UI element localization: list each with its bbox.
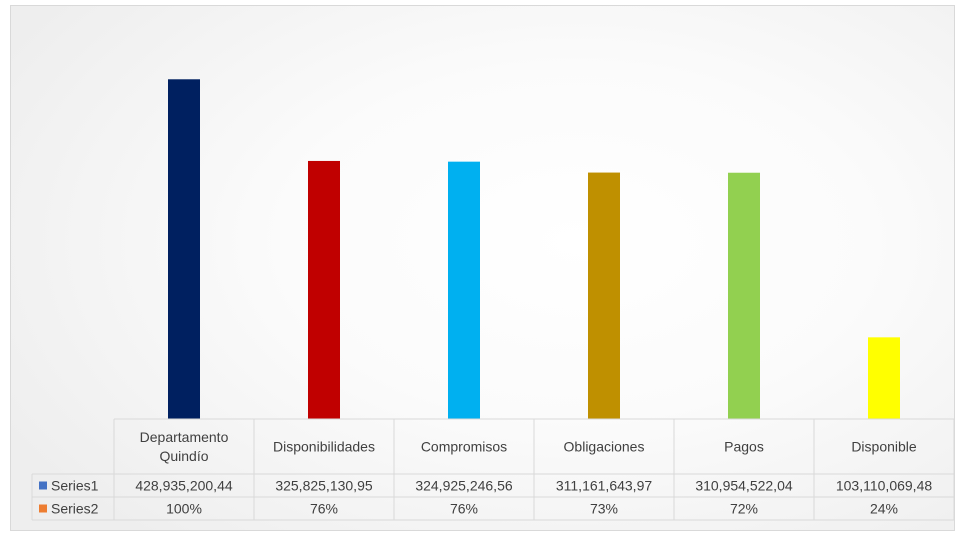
category-label-4: Pagos [724, 439, 764, 455]
bar-2 [448, 161, 480, 419]
chart-area [10, 5, 955, 531]
data-label-s1-1: 325,825,130,95 [275, 478, 373, 494]
bars-group [168, 79, 900, 419]
data-label-s2-5: 24% [870, 501, 898, 517]
legend-key-1 [39, 481, 47, 490]
legend-key-2 [39, 504, 47, 513]
category-label-0: Quindío [159, 448, 208, 464]
category-label-2: Compromisos [421, 439, 507, 455]
category-label-1: Disponibilidades [273, 439, 375, 455]
data-label-s1-3: 311,161,643,97 [556, 478, 652, 494]
category-label-0: Departamento [140, 429, 229, 445]
data-label-s1-4: 310,954,522,04 [695, 478, 793, 494]
series-name-2: Series2 [51, 501, 99, 517]
data-label-s2-3: 73% [590, 501, 618, 517]
data-table: Departamento Quindío Disponibilidades Compr… [39, 429, 932, 517]
data-table-grid [31, 418, 955, 521]
bar-0 [168, 79, 200, 419]
series-name-1: Series1 [51, 478, 99, 494]
data-label-s2-4: 72% [730, 501, 758, 517]
data-label-s2-0: 100% [166, 501, 202, 517]
data-label-s1-5: 103,110,069,48 [836, 478, 932, 494]
data-label-s1-0: 428,935,200,44 [135, 478, 233, 494]
bar-5 [868, 337, 900, 419]
category-label-3: Obligaciones [564, 439, 645, 455]
data-label-s1-2: 324,925,246,56 [415, 478, 513, 494]
data-label-s2-1: 76% [310, 501, 338, 517]
bar-1 [308, 160, 340, 419]
bar-3 [588, 172, 620, 419]
category-label-5: Disponible [851, 439, 917, 455]
bar-4 [728, 172, 760, 419]
data-label-s2-2: 76% [450, 501, 478, 517]
